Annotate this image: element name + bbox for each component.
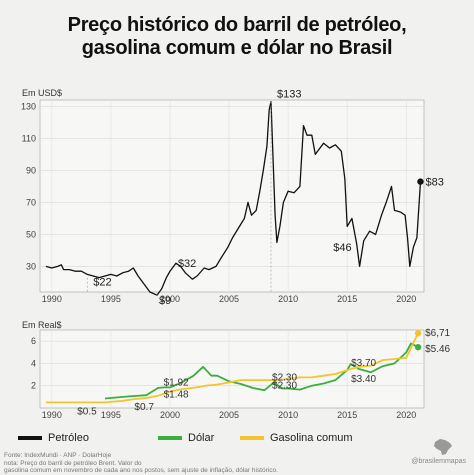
annotation-label: $83 — [425, 177, 443, 189]
credit-handle: @brasilemmapas — [411, 458, 466, 465]
annotation-label: $1.48 — [164, 390, 189, 401]
x-tick-label: 1995 — [101, 410, 121, 420]
x-tick-label: 1990 — [42, 410, 62, 420]
x-tick-label: 2000 — [160, 294, 180, 304]
legend-swatch-petroleo — [18, 436, 42, 440]
plot-area — [39, 329, 425, 409]
annotation-label: $2.30 — [272, 381, 297, 392]
annotation-label: $3.40 — [351, 374, 376, 385]
series-end-point — [414, 343, 422, 351]
y-tick-label: 30 — [26, 261, 36, 271]
chart-title: Preço histórico do barril de petróleo, g… — [0, 14, 474, 60]
legend-label-gasolina: Gasolina comum — [270, 432, 353, 444]
plot-area — [39, 99, 425, 293]
legend-item-gasolina: Gasolina comum — [240, 432, 353, 444]
y-tick-label: 90 — [26, 165, 36, 175]
annotation-label: $46 — [333, 242, 351, 254]
brazil-map-icon — [434, 439, 452, 455]
series-line-d-lar — [104, 342, 419, 400]
x-tick-label: 2005 — [219, 294, 239, 304]
x-tick-label: 2010 — [278, 410, 298, 420]
y-tick-label: 130 — [21, 101, 36, 111]
chart-panel-2: Em Real$ 2 4 6 1990 1995 2000 2005 2010 2015 2020 $… — [22, 320, 451, 420]
annotation-label: $1.92 — [164, 378, 189, 389]
legend-swatch-gasolina — [240, 436, 264, 440]
y-tick-label: 4 — [31, 358, 36, 368]
x-tick-label: 2000 — [160, 410, 180, 420]
y-tick-label: 70 — [26, 197, 36, 207]
annotation-label: $0.5 — [77, 406, 97, 417]
y-tick-label: 50 — [26, 229, 36, 239]
annotation-label: $5.46 — [425, 344, 450, 355]
annotation-label: $3.70 — [351, 358, 376, 369]
x-tick-label: 2015 — [337, 294, 357, 304]
annotation-label: $0.7 — [134, 402, 154, 413]
y-tick-label: 110 — [22, 133, 36, 143]
annotation-label: $6,71 — [425, 328, 450, 339]
series-line-petr-leo — [45, 100, 422, 296]
series-line-gasolina-comum — [45, 332, 419, 404]
series-end-point — [414, 330, 422, 337]
legend-swatch-dolar — [158, 436, 182, 440]
x-tick-label: 2010 — [278, 294, 298, 304]
footer-note-1: nota: Preço do barril de petróleo Brent.… — [4, 459, 142, 467]
chart-panel-1: Em USD$ 30 50 70 90 110 130 1990 1995 2000 2005 201… — [21, 88, 444, 307]
y-tick-label: 6 — [31, 336, 36, 346]
footer: Fonte: IndexMundi · ANP · DolarHoje nota… — [4, 452, 364, 475]
chart-title-line-1: Preço histórico do barril de petróleo, — [67, 14, 407, 36]
x-tick-label: 1990 — [42, 294, 62, 304]
annotation-label: $2.30 — [272, 372, 297, 383]
legend-item-dolar: Dólar — [158, 432, 214, 444]
annotation-label: $133 — [277, 89, 301, 101]
legend-item-petroleo: Petróleo — [18, 432, 89, 444]
chart-title-line-2: gasolina comum e dólar no Brasil — [81, 37, 393, 59]
y-tick-label: 2 — [31, 381, 36, 391]
x-tick-label: 2005 — [219, 410, 239, 420]
footer-note-2: gasolina comum em novembro de cada ano n… — [4, 467, 278, 474]
annotation-label: $9 — [159, 295, 171, 307]
series-end-point — [417, 178, 424, 185]
y-unit-label: Em USD$ — [22, 88, 62, 98]
annotation-label: $32 — [178, 258, 196, 270]
annotation-label: $22 — [93, 277, 111, 289]
x-tick-label: 2015 — [337, 410, 357, 420]
x-tick-label: 2020 — [396, 294, 416, 304]
x-tick-label: 1995 — [101, 294, 121, 304]
legend-label-petroleo: Petróleo — [48, 432, 89, 444]
y-unit-label: Em Real$ — [22, 320, 62, 330]
x-tick-label: 2020 — [396, 410, 416, 420]
footer-source: Fonte: IndexMundi · ANP · DolarHoje — [4, 452, 112, 459]
legend-label-dolar: Dólar — [188, 432, 215, 444]
